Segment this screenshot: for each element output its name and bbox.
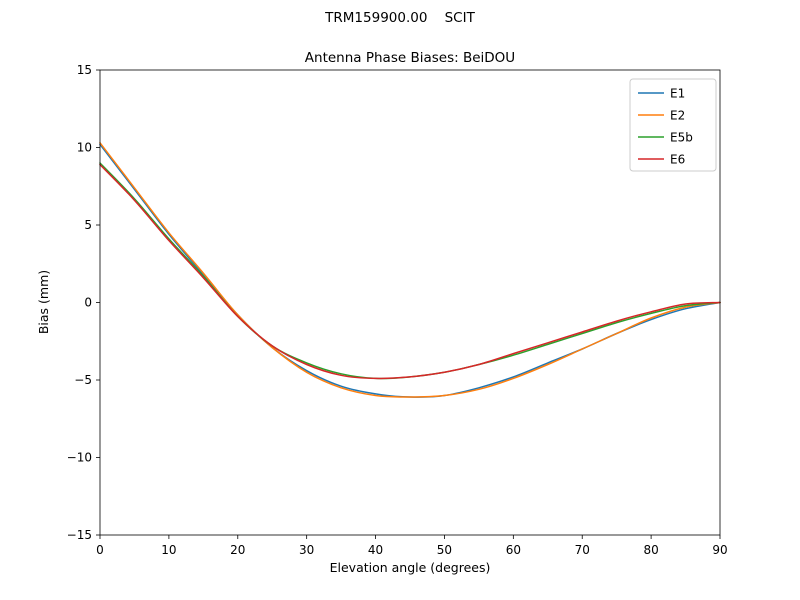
x-tick-label: 10 — [161, 543, 176, 557]
legend-label-e6: E6 — [670, 153, 685, 167]
x-tick-label: 20 — [230, 543, 245, 557]
y-tick-label: −5 — [74, 373, 92, 387]
axes-title: Antenna Phase Biases: BeiDOU — [304, 50, 516, 66]
plot-border — [99, 69, 721, 536]
x-axis-label: Elevation angle (degrees) — [329, 560, 491, 575]
x-tick-label: 30 — [299, 543, 314, 557]
x-tick-label: 50 — [437, 543, 452, 557]
y-tick-label: 10 — [77, 141, 92, 155]
series-line-e2 — [99, 142, 721, 398]
series-line-e6 — [99, 163, 721, 380]
figure-suptitle: TRM159900.00 SCIT — [325, 10, 475, 26]
x-tick-label: 70 — [575, 543, 590, 557]
legend-label-e2: E2 — [670, 109, 685, 123]
legend-label-e5b: E5b — [670, 131, 693, 145]
x-tick-label: 80 — [643, 543, 658, 557]
series-line-e1 — [99, 143, 721, 398]
series-line-e5b — [99, 162, 721, 380]
x-tick-label: 40 — [368, 543, 383, 557]
y-tick-label: 5 — [84, 218, 92, 232]
legend-box — [629, 78, 717, 172]
x-tick-label: 0 — [96, 543, 104, 557]
y-tick-label: 0 — [84, 296, 92, 310]
y-tick-label: −15 — [67, 528, 92, 542]
y-tick-label: 15 — [77, 63, 92, 77]
y-tick-label: −10 — [67, 451, 92, 465]
x-tick-label: 60 — [506, 543, 521, 557]
legend-label-e1: E1 — [670, 87, 685, 101]
x-tick-label: 90 — [712, 543, 727, 557]
